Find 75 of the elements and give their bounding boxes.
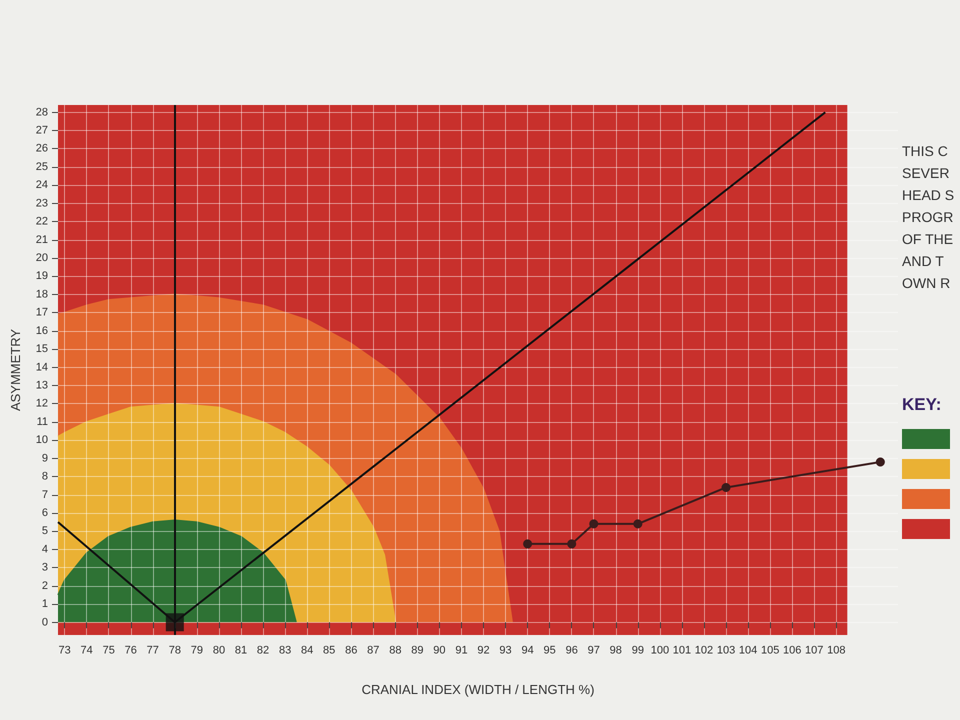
y-tick-label: 11 [36, 416, 48, 428]
x-tick-label: 97 [588, 644, 600, 656]
y-tick-label: 21 [36, 234, 48, 246]
y-tick-label: 0 [42, 616, 48, 628]
x-tick-label: 90 [433, 644, 446, 656]
y-tick-label: 25 [36, 160, 48, 173]
x-tick-label: 88 [389, 644, 402, 656]
y-tick-label: 5 [42, 525, 48, 538]
text: AND T [902, 252, 945, 271]
y-tick-label: 15 [36, 343, 48, 356]
x-tick-label: 74 [80, 644, 93, 656]
x-tick-label: 83 [278, 644, 292, 656]
y-tick-label: 3 [42, 562, 48, 574]
x-tick-label: 95 [544, 644, 556, 656]
x-tick-label: 96 [566, 644, 578, 656]
y-tick-label: 26 [36, 142, 48, 155]
x-tick-label: 76 [124, 644, 137, 656]
y-tick-label: 1 [42, 598, 48, 610]
y-tick-label: 9 [42, 452, 48, 464]
x-tick-label: 86 [345, 644, 358, 656]
y-tick-label: 17 [36, 306, 48, 319]
y-tick-label: 18 [36, 288, 48, 300]
y-tick-label: 7 [42, 488, 48, 501]
x-tick-label: 107 [805, 644, 824, 656]
x-tick-label: 81 [234, 644, 248, 656]
y-tick-label: 8 [42, 470, 48, 483]
x-tick-label: 80 [212, 644, 226, 656]
y-tick-label: 27 [36, 124, 48, 136]
y-tick-label: 20 [36, 252, 48, 264]
y-tick-label: 28 [36, 106, 48, 118]
y-tick-label: 16 [36, 324, 48, 337]
y-tick-label: 10 [36, 434, 48, 446]
x-tick-label: 87 [367, 644, 380, 656]
x-tick-label: 100 [650, 644, 670, 656]
x-tick-label: 103 [716, 644, 736, 656]
x-tick-label: 73 [58, 644, 71, 656]
y-tick-label: 14 [36, 361, 48, 374]
text: HEAD S [902, 186, 956, 205]
y-tick-label: 13 [36, 379, 48, 392]
y-tick-label: 6 [42, 506, 48, 519]
x-tick-label: 89 [411, 644, 424, 656]
x-tick-label: 94 [521, 644, 534, 656]
x-tick-label: 104 [738, 644, 758, 656]
x-tick-label: 77 [146, 644, 159, 656]
text: SEVER [902, 164, 950, 183]
x-tick-label: 78 [168, 644, 181, 656]
x-tick-label: 106 [782, 644, 802, 656]
text: THIS C [902, 142, 949, 161]
text: OWN R [902, 274, 952, 293]
x-tick-label: 92 [477, 644, 490, 656]
y-tick-label: 4 [42, 543, 48, 556]
y-tick-label: 19 [36, 270, 48, 282]
x-tick-label: 85 [323, 644, 336, 656]
x-axis-title: CRANIAL INDEX (WIDTH / LENGTH %) [362, 682, 594, 697]
x-tick-label: 99 [632, 644, 644, 656]
x-tick-label: 105 [760, 644, 780, 656]
y-tick-label: 22 [36, 216, 48, 228]
x-tick-label: 101 [672, 644, 692, 656]
y-tick-label: 23 [36, 197, 48, 210]
x-tick-label: 102 [694, 644, 714, 656]
x-tick-label: 84 [301, 644, 314, 656]
text: OF THE [902, 230, 954, 249]
y-tick-label: 12 [36, 398, 48, 410]
text: PROGR [902, 208, 954, 227]
x-tick-label: 93 [499, 644, 512, 656]
x-tick-label: 79 [190, 644, 204, 656]
x-tick-label: 75 [102, 644, 115, 656]
y-axis-title: ASYMMETRY [8, 328, 23, 412]
x-tick-label: 82 [256, 644, 270, 656]
x-tick-label: 98 [610, 644, 622, 656]
x-tick-label: 91 [455, 644, 468, 656]
x-tick-label: 108 [827, 644, 846, 656]
y-tick-label: 24 [36, 179, 48, 192]
y-tick-label: 2 [42, 580, 48, 592]
text: KEY: [902, 395, 942, 415]
